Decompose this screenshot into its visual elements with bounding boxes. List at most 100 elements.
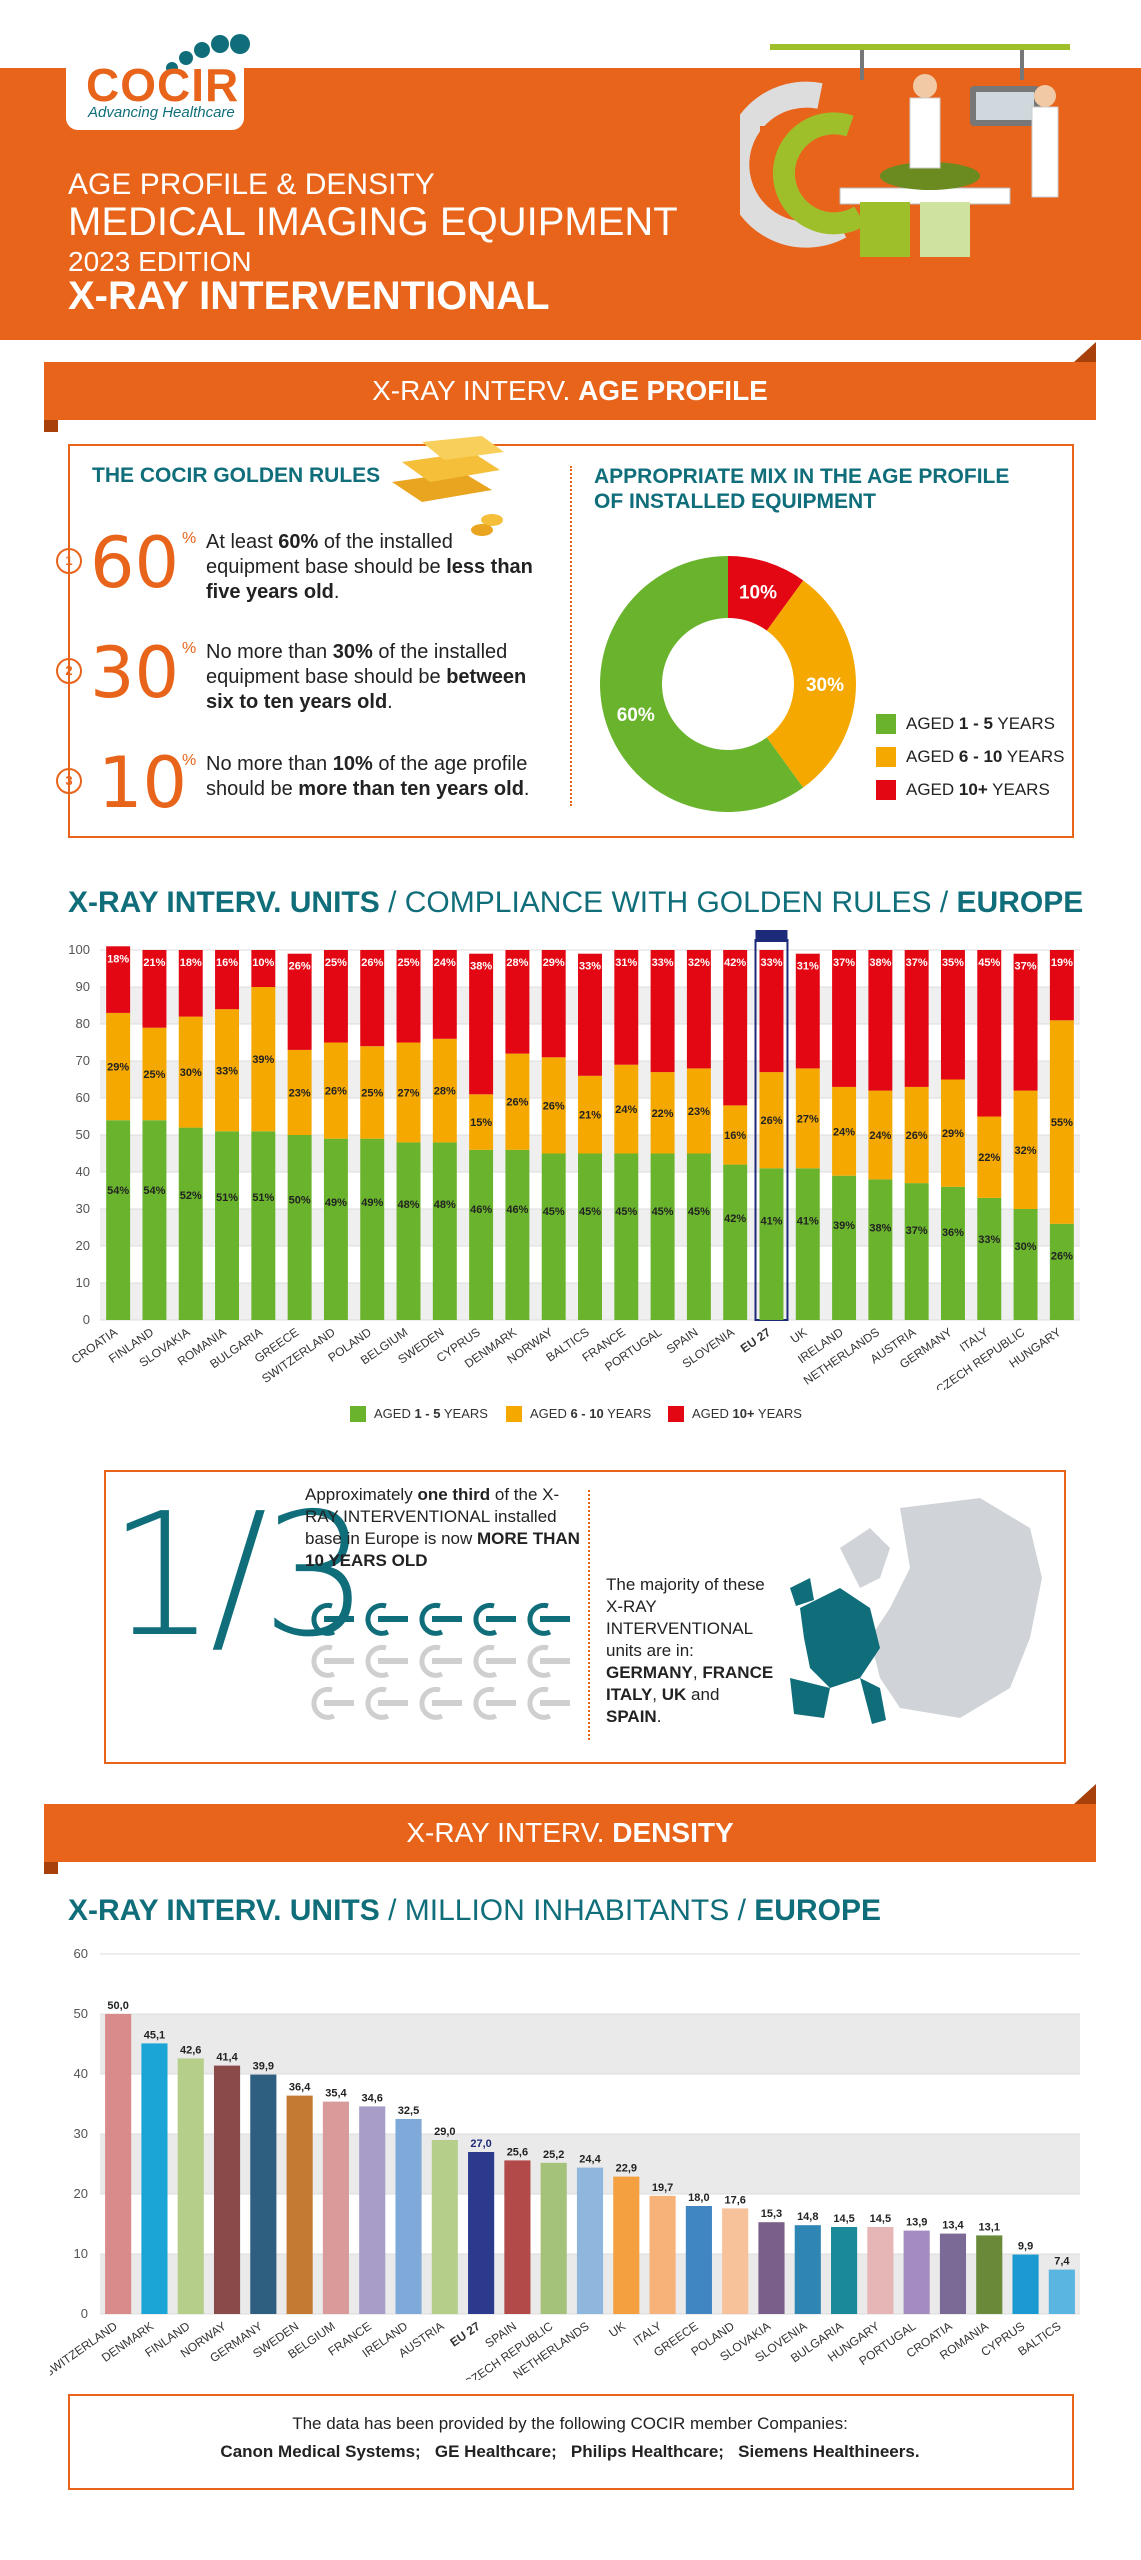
stacked-bar-segment — [323, 950, 348, 1043]
rule-3-index: 3 — [56, 768, 82, 794]
ribbon-bold: AGE PROFILE — [578, 375, 768, 406]
density-bar — [359, 2106, 386, 2314]
density-bar — [141, 2043, 168, 2314]
density-title-bold-2: EUROPE — [754, 1894, 881, 1927]
legend-swatch-green — [876, 714, 896, 734]
bar-value-label: 19% — [1051, 957, 1073, 969]
machine-icon — [419, 1644, 444, 1678]
bar-value-label: 54% — [143, 1185, 165, 1197]
bar-value-label: 41% — [760, 1215, 782, 1227]
stacked-bar-segment — [904, 1086, 929, 1184]
rule-3-number: 10 — [98, 742, 188, 824]
density-bar — [504, 2160, 531, 2314]
bar-value-label: 42% — [724, 1213, 746, 1225]
y-tick-label: 10 — [74, 2246, 88, 2261]
bar-value-label: 55% — [1051, 1117, 1073, 1129]
cl-2-post: YEARS — [603, 1406, 652, 1421]
majority-1: The majority of these X-RAY INTERVENTION… — [606, 1575, 765, 1660]
compliance-title: X-RAY INTERV. UNITS / COMPLIANCE WITH GO… — [68, 886, 1083, 920]
bar-value-label: 36% — [942, 1227, 964, 1239]
rule-3-text: No more than 10% of the age profile shou… — [206, 752, 551, 802]
compliance-legend-1: AGED 1 - 5 YEARS — [374, 1406, 488, 1421]
majority-and: and — [686, 1685, 720, 1704]
europe-map — [790, 1498, 1042, 1724]
bar-value-label: 38% — [869, 957, 891, 969]
rule-3-t2: of the age profile should be — [206, 753, 528, 800]
mix-title-line-2: OF INSTALLED EQUIPMENT — [594, 490, 876, 513]
density-bar — [722, 2208, 749, 2314]
stacked-bar-segment — [578, 1153, 602, 1320]
stacked-bar-segment — [977, 1116, 1002, 1198]
bar-value-label: 30% — [1015, 1241, 1037, 1253]
y-tick-label: 20 — [76, 1238, 90, 1253]
machine-icon-table — [324, 1700, 354, 1706]
cl-2-bold: 6 - 10 — [570, 1406, 604, 1421]
category-label: UK — [606, 2319, 628, 2340]
ot-t2: of the X-RAY INTERVENTIONAL installed ba… — [305, 1485, 560, 1548]
footer-box — [68, 2394, 1074, 2490]
legend-2-post: YEARS — [1002, 747, 1065, 766]
bar-value-label: 34,6 — [362, 2092, 383, 2104]
rule-3-b1: 10% — [332, 753, 373, 775]
stacked-bar-segment — [614, 1153, 639, 1320]
density-bar — [213, 2065, 241, 2314]
golden-rules-title: THE COCIR GOLDEN RULES — [92, 464, 381, 487]
stacked-bar-segment — [251, 987, 276, 1132]
bar-value-label: 19,7 — [652, 2182, 673, 2194]
logo-text: COCIR — [86, 59, 240, 111]
bar-value-label: 31% — [797, 961, 819, 973]
cl-3-post: YEARS — [754, 1406, 802, 1421]
stacked-bar-segment — [759, 950, 784, 1073]
stacked-bar-segment — [396, 1142, 421, 1320]
legend-2-pre: AGED — [906, 747, 959, 766]
bar-value-label: 9,9 — [1018, 2241, 1033, 2253]
machine-icon — [527, 1602, 552, 1636]
bar-value-label: 41% — [797, 1215, 819, 1227]
stacked-bar-segment — [323, 1138, 348, 1320]
donut-slice — [766, 580, 856, 788]
machine-icon-table — [378, 1700, 408, 1706]
legend-3-pre: AGED — [906, 780, 959, 799]
gold-bars-icon — [392, 436, 504, 536]
y-tick-label: 10 — [76, 1275, 90, 1290]
stacked-bar-segment — [868, 1179, 893, 1320]
legend-2-bold: 6 - 10 — [958, 747, 1003, 766]
y-tick-label: 60 — [74, 1946, 88, 1961]
density-bar — [286, 2095, 313, 2314]
bar-value-label: 35,4 — [325, 2088, 347, 2100]
cl-3-pre: AGED — [692, 1406, 733, 1421]
density-bar — [1012, 2254, 1039, 2314]
bar-value-label: 26% — [361, 957, 383, 969]
bar-value-label: 45% — [688, 1206, 710, 1218]
bar-value-label: 22% — [978, 1152, 1000, 1164]
bar-value-label: 39% — [252, 1054, 274, 1066]
bar-value-label: 26% — [289, 961, 311, 973]
bar-value-label: 38% — [470, 961, 492, 973]
bar-value-label: 42,6 — [180, 2044, 201, 2056]
stacked-bar-segment — [1049, 1020, 1074, 1224]
header-line-1: AGE PROFILE & DENSITY — [68, 168, 435, 201]
rule-3-t1: No more than — [206, 753, 333, 775]
age-profile-ribbon: X-RAY INTERV. AGE PROFILE — [44, 362, 1096, 420]
stacked-bar-segment — [832, 950, 857, 1087]
bar-value-label: 37% — [906, 957, 928, 969]
rule-1-text: At least 60% of the installed equipment … — [206, 530, 551, 605]
stacked-bar-segment — [904, 950, 929, 1087]
stacked-bar-segment — [759, 1168, 784, 1320]
one-third-figure: 1/3 — [108, 1477, 370, 1675]
machine-icon-table — [378, 1616, 408, 1622]
bar-value-label: 25,6 — [507, 2146, 528, 2158]
bar-value-label: 33% — [579, 961, 601, 973]
machine-icon — [365, 1686, 390, 1720]
machine-icon-table — [432, 1700, 462, 1706]
machine-icons-grid — [311, 1602, 570, 1720]
stacked-bar-segment — [142, 1120, 167, 1320]
machine-icon — [419, 1602, 444, 1636]
compliance-legend-3: AGED 10+ YEARS — [692, 1406, 802, 1421]
y-tick-label: 90 — [76, 979, 90, 994]
density-bar — [649, 2195, 676, 2314]
stacked-bar-segment — [541, 1057, 566, 1154]
footer-line: The data has been provided by the follow… — [292, 2414, 848, 2433]
bar-value-label: 26% — [760, 1115, 782, 1127]
stacked-bar-segment — [541, 1153, 566, 1320]
